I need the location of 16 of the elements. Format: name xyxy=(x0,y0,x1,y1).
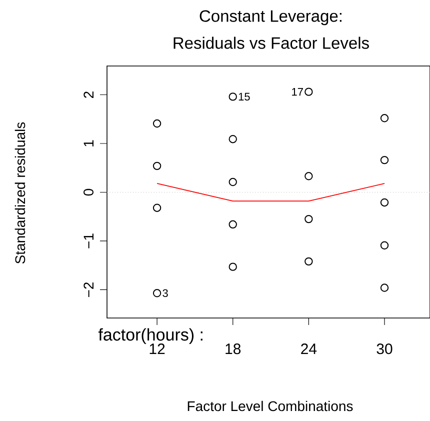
y-tick-label: −2 xyxy=(84,282,94,298)
y-axis-title: Standardized residuals xyxy=(14,122,26,264)
chart-title: Constant Leverage: Residuals vs Factor Levels xyxy=(174,10,369,49)
y-tick-label: −1 xyxy=(84,234,94,248)
y-tick-label: 0 xyxy=(84,188,94,196)
x-tick-label: 12 xyxy=(150,344,165,354)
annotation: 3 xyxy=(162,289,168,298)
annotation: 17 xyxy=(292,88,303,96)
y-tick-label: 2 xyxy=(84,92,94,98)
annotation: 15 xyxy=(238,92,250,101)
text: factor(hours) : xyxy=(98,328,202,344)
x-tick-label: 24 xyxy=(301,344,317,354)
x-tick-label: 18 xyxy=(226,344,241,354)
y-tick-label: 1 xyxy=(84,140,94,146)
x-axis-title: Factor Level Combinations xyxy=(188,400,353,412)
x-tick-label: 30 xyxy=(376,344,392,354)
